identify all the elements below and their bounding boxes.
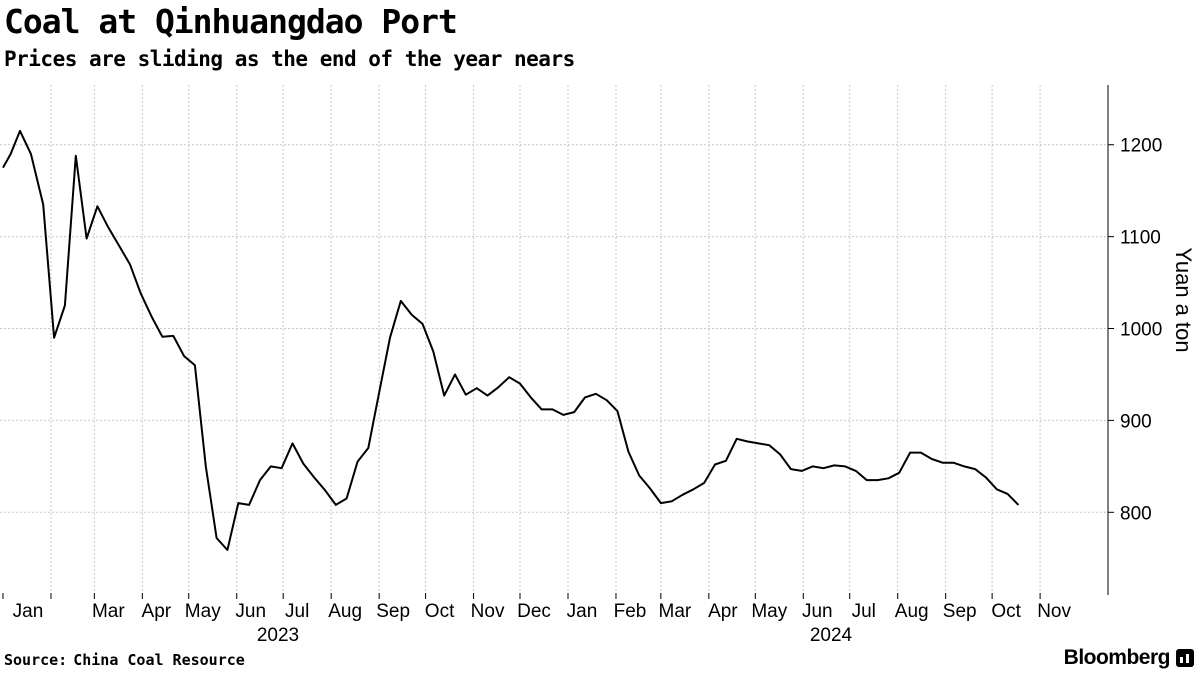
x-year-label: 2023 bbox=[257, 625, 299, 646]
y-tick-label: 800 bbox=[1120, 503, 1152, 524]
x-tick-label: Jun bbox=[802, 601, 833, 622]
chart-title: Coal at Qinhuangdao Port bbox=[4, 2, 458, 41]
x-tick-label: Sep bbox=[943, 601, 977, 622]
x-tick-label: Aug bbox=[328, 601, 362, 622]
x-tick-label: Jan bbox=[13, 601, 44, 622]
axis-layer bbox=[2, 85, 1114, 599]
x-tick-label: Jul bbox=[852, 601, 876, 622]
x-tick-label: Apr bbox=[708, 601, 738, 622]
x-tick-label: Oct bbox=[425, 601, 455, 622]
x-tick-label: Feb bbox=[614, 601, 647, 622]
brand-logo: Bloomberg bbox=[1064, 646, 1194, 670]
x-year-label: 2024 bbox=[810, 625, 853, 646]
x-tick-label: Dec bbox=[517, 601, 551, 622]
source-note: Source: China Coal Resource bbox=[4, 651, 245, 669]
x-tick-label: May bbox=[185, 601, 221, 622]
x-tick-label: Oct bbox=[991, 601, 1021, 622]
y-tick-label: 1000 bbox=[1120, 320, 1162, 341]
y-tick-label: 1100 bbox=[1120, 228, 1161, 249]
x-tick-label: Nov bbox=[1037, 601, 1071, 622]
price-line bbox=[2, 129, 1020, 551]
x-tick-label: Aug bbox=[895, 601, 929, 622]
x-tick-label: Jan bbox=[567, 601, 598, 622]
brand-name: Bloomberg bbox=[1063, 646, 1171, 669]
grid-layer bbox=[0, 85, 1108, 595]
x-tick-label: May bbox=[751, 601, 787, 622]
bar-chart-icon bbox=[1176, 649, 1194, 667]
x-tick-label: Apr bbox=[142, 601, 172, 622]
x-tick-label: Jun bbox=[235, 601, 266, 622]
source-value: China Coal Resource bbox=[73, 651, 245, 669]
x-tick-label: Mar bbox=[659, 601, 692, 622]
x-tick-label: Nov bbox=[471, 601, 505, 622]
y-tick-label: 1200 bbox=[1120, 136, 1162, 157]
y-tick-label: 900 bbox=[1120, 411, 1152, 432]
x-tick-label: Jul bbox=[285, 601, 309, 622]
series-layer bbox=[2, 129, 1020, 551]
chart-subtitle: Prices are sliding as the end of the yea… bbox=[4, 47, 575, 71]
x-tick-label: Sep bbox=[376, 601, 410, 622]
source-label: Source: bbox=[4, 651, 68, 669]
label-layer: 800 900 1000 1100 1200 Jan Mar Apr May Jun Jul Aug S… bbox=[13, 136, 1196, 646]
y-axis-title: Yuan a ton bbox=[1171, 247, 1196, 352]
x-tick-label: Mar bbox=[92, 601, 125, 622]
